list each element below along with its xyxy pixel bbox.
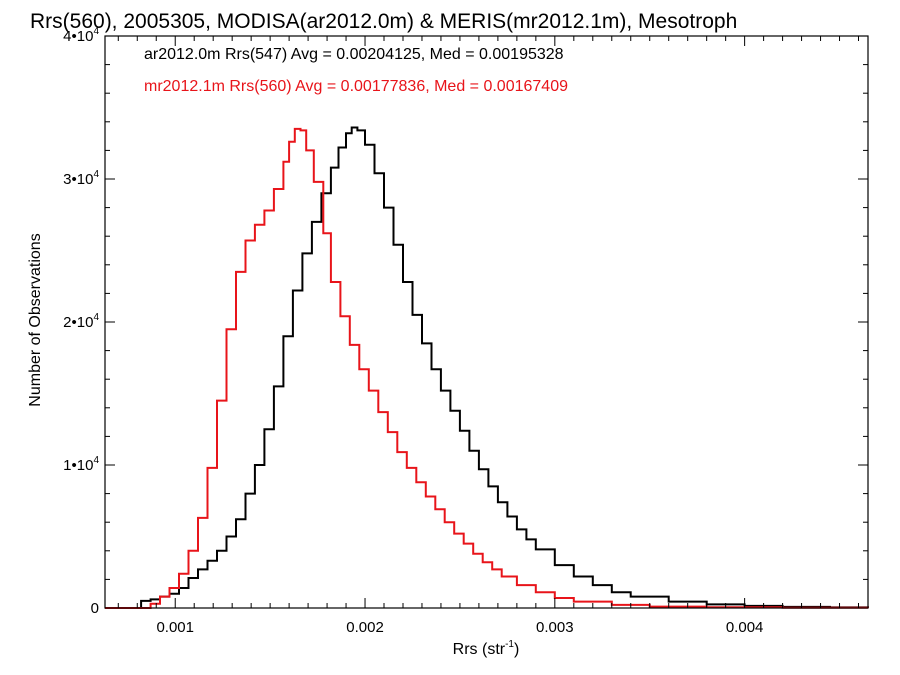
x-axis-label-superscript: -1 bbox=[505, 639, 514, 650]
y-tick-label: 1•104 bbox=[63, 455, 99, 474]
plot-area: 0.001 0.002 0.003 0.004 0 1•104 2•104 3•104 4•1… bbox=[63, 26, 869, 636]
y-tick-label: 3•104 bbox=[63, 169, 99, 188]
plot-frame bbox=[104, 35, 869, 609]
series-layer bbox=[105, 126, 869, 609]
y-axis-label: Number of Observations bbox=[27, 233, 44, 406]
x-tick-label: 0.002 bbox=[346, 619, 384, 636]
series-line-2 bbox=[105, 127, 869, 609]
chart-title: Rrs(560), 2005305, MODISA(ar2012.0m) & M… bbox=[30, 10, 737, 33]
x-axis-label-suffix: ) bbox=[514, 641, 519, 658]
y-axis-ticks: 0 1•104 2•104 3•104 4•104 bbox=[63, 26, 868, 617]
y-tick-label: 2•104 bbox=[63, 312, 99, 331]
series-line-1 bbox=[105, 126, 869, 609]
x-tick-label: 0.004 bbox=[726, 619, 764, 636]
y-tick-label: 0 bbox=[91, 600, 99, 617]
y-tick-label: 4•104 bbox=[63, 26, 99, 45]
x-axis-label-main: Rrs (str bbox=[453, 641, 506, 658]
annotation-red: mr2012.1m Rrs(560) Avg = 0.00177836, Med… bbox=[144, 78, 568, 95]
x-axis-ticks: 0.001 0.002 0.003 0.004 bbox=[117, 36, 860, 636]
annotation-black: ar2012.0m Rrs(547) Avg = 0.00204125, Med… bbox=[144, 46, 564, 63]
x-tick-label: 0.003 bbox=[536, 619, 574, 636]
x-axis-label: Rrs (str-1) bbox=[453, 639, 520, 658]
x-tick-label: 0.001 bbox=[156, 619, 194, 636]
